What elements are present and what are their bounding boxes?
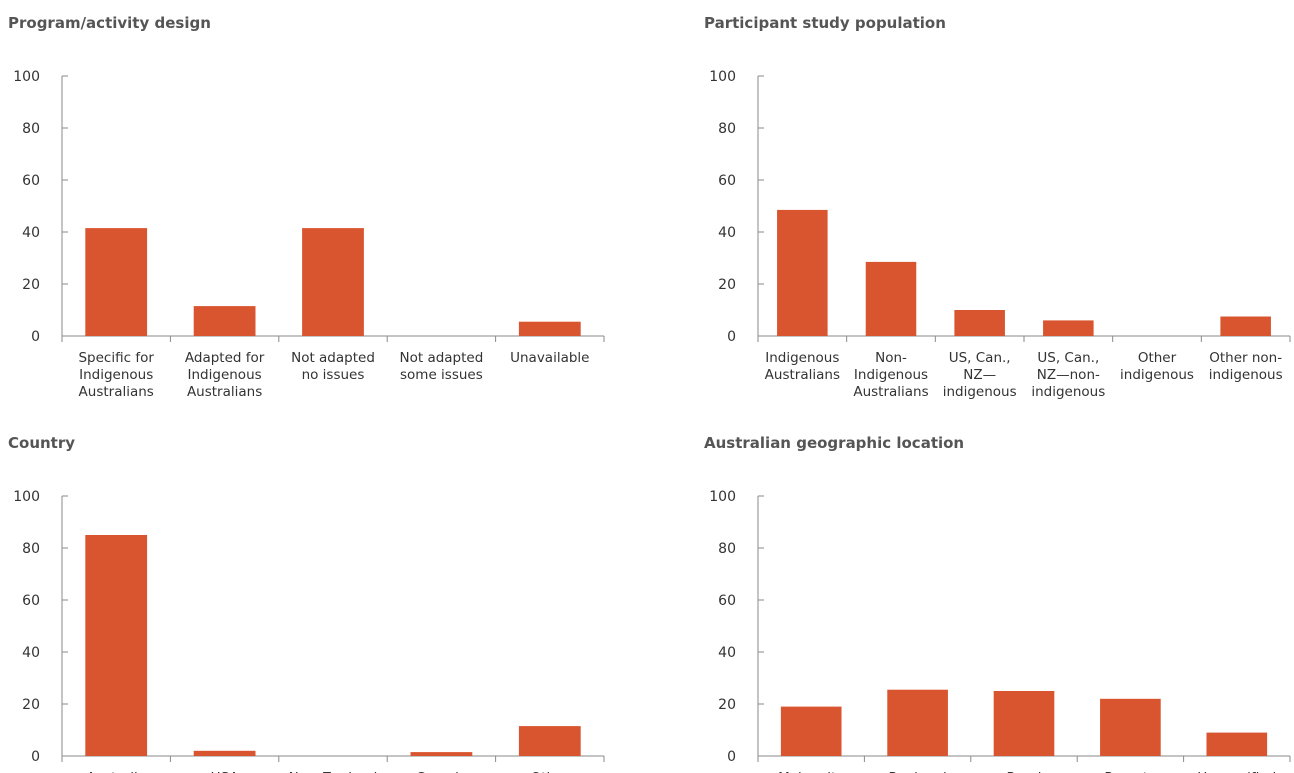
- x-tick-label: Unavailable: [510, 350, 589, 366]
- y-tick-label: 80: [22, 121, 40, 137]
- y-tick-label: 100: [13, 489, 40, 505]
- x-tick-label: US, Can., NZ— indigenous: [943, 350, 1017, 400]
- y-tick-label: 20: [718, 697, 736, 713]
- y-tick-label: 20: [718, 277, 736, 293]
- chart-panel-country: Country 0 20 40 60 80 100 Australia USA New Zeal…: [8, 434, 608, 773]
- chart-title: Participant study population: [704, 14, 946, 32]
- x-tick-label: US, Can., NZ—non-indigenous: [1031, 350, 1105, 400]
- y-tick-label: 0: [31, 749, 40, 765]
- x-tick-label: Unspecified: [1197, 770, 1276, 773]
- y-tick-label: 20: [22, 697, 40, 713]
- chart-panel-program-design: Program/activity design 0 20 40 60 80 100 Spec…: [8, 14, 608, 404]
- x-tick-label: Adapted for Indigenous Australians: [185, 350, 265, 400]
- y-tick-label: 100: [709, 489, 736, 505]
- y-tick-label: 40: [718, 225, 736, 241]
- x-tick-label: Other: [531, 770, 570, 773]
- chart-panel-participant-population: Participant study population 0 20 40 60 80 10…: [704, 14, 1294, 404]
- bar: [777, 209, 828, 336]
- y-tick-label: 60: [718, 173, 736, 189]
- x-tick-label: New Zealand: [289, 770, 378, 773]
- y-tick-label: 80: [22, 541, 40, 557]
- y-tick-label: 60: [22, 173, 40, 189]
- bar: [887, 689, 948, 756]
- y-tick-label: 40: [22, 645, 40, 661]
- y-tick-label: 100: [13, 69, 40, 85]
- bar: [1206, 732, 1268, 756]
- y-tick-label: 0: [727, 749, 736, 765]
- x-tick-label: Non-Indigenous Australians: [853, 350, 928, 400]
- x-tick-label: Canada: [416, 770, 467, 773]
- x-tick-label: Major city: [778, 770, 844, 773]
- x-tick-label: Rural: [1007, 770, 1042, 773]
- x-tick-label: Other indigenous: [1120, 350, 1194, 383]
- bar: [85, 535, 148, 756]
- x-tick-label: Other non-indigenous: [1209, 350, 1283, 383]
- bar: [410, 752, 473, 756]
- bar: [193, 750, 256, 756]
- y-tick-label: 60: [22, 593, 40, 609]
- bar: [780, 706, 842, 756]
- x-tick-label: Australia: [86, 770, 146, 773]
- y-tick-label: 0: [31, 329, 40, 345]
- bar: [85, 228, 148, 336]
- bar: [518, 321, 581, 336]
- bar: [1100, 698, 1161, 756]
- y-tick-label: 100: [709, 69, 736, 85]
- chart-panel-geographic-location: Australian geographic location 0 20 40 60 80…: [704, 434, 1294, 773]
- bar: [1043, 320, 1094, 336]
- x-tick-label: Specific for Indigenous Australians: [78, 350, 154, 400]
- y-tick-label: 80: [718, 541, 736, 557]
- x-tick-label: Remote: [1104, 770, 1156, 773]
- y-tick-label: 40: [718, 645, 736, 661]
- bar: [302, 228, 364, 336]
- chart-title: Program/activity design: [8, 14, 211, 32]
- x-tick-label: Not adapted some issues: [400, 350, 484, 383]
- chart-title: Country: [8, 434, 76, 452]
- bar: [518, 726, 581, 756]
- bar: [954, 310, 1005, 336]
- bar: [193, 306, 256, 336]
- bar-chart-program-design: 0 20 40 60 80 100 Specific for Indigenous Austra…: [13, 69, 605, 400]
- bar: [1220, 316, 1271, 336]
- chart-title: Australian geographic location: [704, 434, 965, 452]
- bar: [993, 691, 1055, 756]
- y-tick-label: 80: [718, 121, 736, 137]
- bar-chart-participant-population: 0 20 40 60 80 100 Indigenous Australians Non-Ind…: [709, 69, 1291, 400]
- y-tick-label: 60: [718, 593, 736, 609]
- bar-chart-country: 0 20 40 60 80 100 Australia USA New Zealand Canad…: [13, 489, 605, 773]
- x-tick-label: Indigenous Australians: [765, 350, 840, 383]
- bar-chart-geographic-location: 0 20 40 60 80 100 Major city Regional Rural Remot…: [709, 489, 1291, 773]
- x-tick-label: Regional: [888, 770, 946, 773]
- x-tick-label: USA: [211, 770, 240, 773]
- y-tick-label: 20: [22, 277, 40, 293]
- x-tick-label: Not adapted no issues: [291, 350, 375, 383]
- y-tick-label: 0: [727, 329, 736, 345]
- bar: [865, 261, 917, 336]
- y-tick-label: 40: [22, 225, 40, 241]
